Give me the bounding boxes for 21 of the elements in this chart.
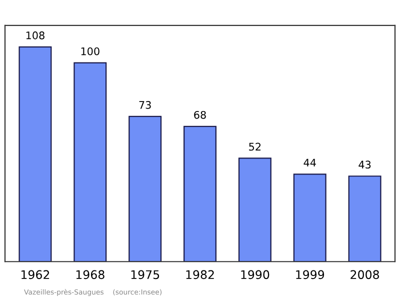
bar [18,46,52,262]
data-label: 52 [249,142,261,151]
bar [293,174,326,262]
x-tick-label: 2008 [350,270,380,280]
data-label: 73 [139,101,151,109]
data-label: 108 [26,31,44,40]
data-label: 44 [304,158,316,166]
x-tick-label: 1990 [241,270,270,280]
bar [184,126,216,262]
x-tick-label: 1999 [296,270,324,280]
data-label: 100 [81,47,100,56]
bar [74,62,107,262]
data-label: 68 [194,110,206,119]
bar [128,116,162,262]
x-tick-label: 1975 [131,270,160,280]
data-label: 43 [358,160,371,169]
bar [238,158,272,262]
x-tick-label: 1962 [21,270,50,280]
x-tick-label: 1968 [76,270,104,280]
x-tick-label: 1982 [186,270,214,280]
bar [348,176,382,262]
